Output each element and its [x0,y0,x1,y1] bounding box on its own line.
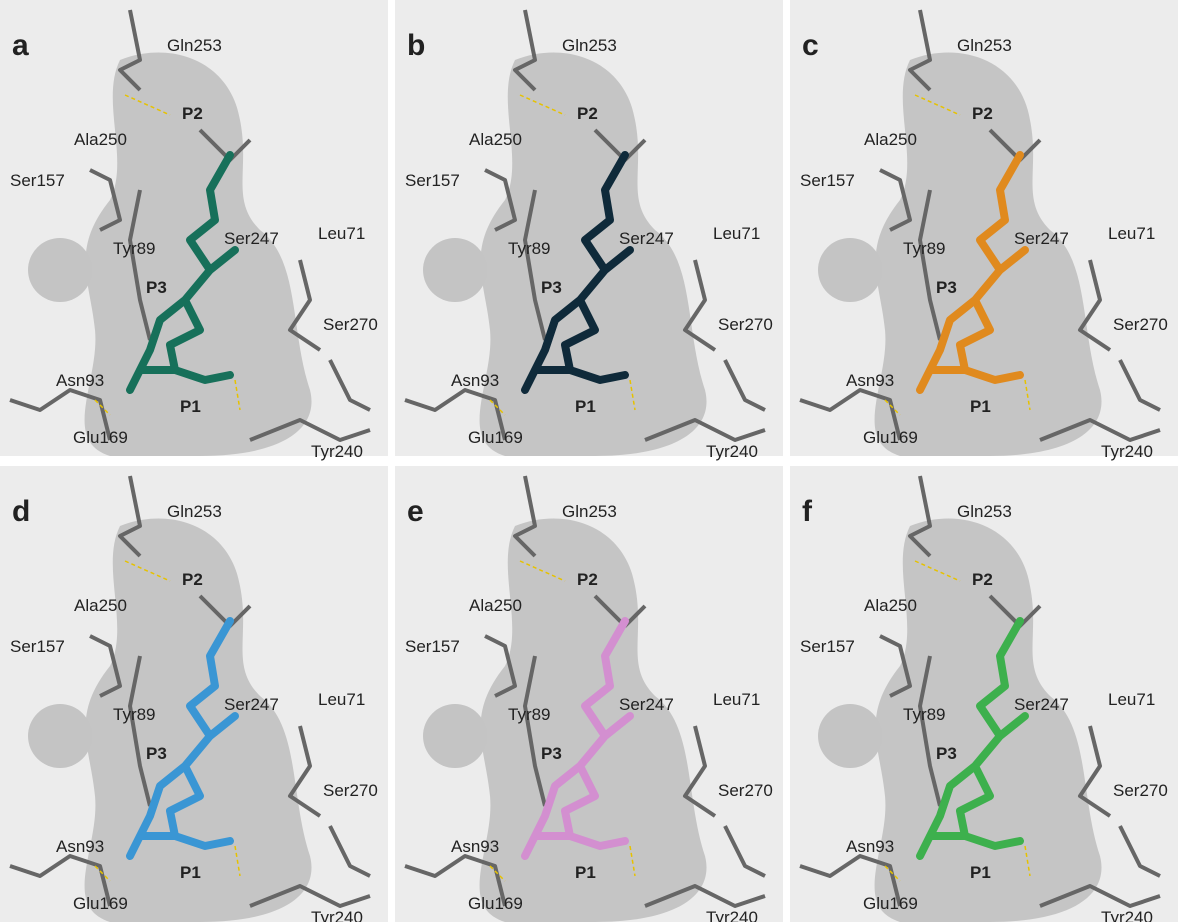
residue-label: Ala250 [864,130,917,149]
residue-label: Ser157 [405,637,460,656]
residue-label: Gln253 [957,502,1012,521]
cavity [818,238,882,302]
pocket-label: P2 [577,570,598,589]
residue-label: Tyr89 [508,705,551,724]
residue-label: Ser157 [800,171,855,190]
residue-label: Ser247 [224,695,279,714]
figure: a Gln253 P2 Ala250 Ser157 Tyr89 Ser247 Leu71 P3 S… [0,0,1181,922]
residue-label: Tyr240 [1101,442,1153,461]
cavity [818,704,882,768]
residue-label: Glu169 [73,894,128,913]
residue-label: Tyr240 [706,442,758,461]
residue-label: Gln253 [957,36,1012,55]
residue-label: Ser157 [10,171,65,190]
residue-label: Ser157 [800,637,855,656]
residue-label: Asn93 [451,371,499,390]
residue-label: Tyr240 [311,908,363,922]
residue-label: Gln253 [562,36,617,55]
residue-label: Glu169 [73,428,128,447]
residue-label: Leu71 [713,224,760,243]
panel-letter: f [802,495,813,528]
pocket-label: P3 [936,744,957,763]
residue-label: Ser270 [718,315,773,334]
residue-label: Ser157 [405,171,460,190]
residue-label: Ala250 [469,596,522,615]
residue-label: Ser247 [224,229,279,248]
residue-label: Glu169 [863,894,918,913]
residue-label: Tyr89 [113,239,156,258]
pocket-label: P1 [180,397,201,416]
cavity [423,238,487,302]
residue-label: Ser270 [1113,315,1168,334]
residue-label: Ser247 [1014,229,1069,248]
pocket-label: P3 [541,744,562,763]
residue-label: Ser270 [1113,781,1168,800]
residue-label: Ser270 [323,315,378,334]
panel: c Gln253 P2 Ala250 Ser157 Tyr89 Ser247 Leu71 P3 S… [790,0,1178,461]
pocket-label: P1 [180,863,201,882]
residue-label: Ala250 [74,130,127,149]
cavity [28,238,92,302]
residue-label: Ala250 [74,596,127,615]
residue-label: Tyr89 [903,239,946,258]
pocket-label: P1 [575,863,596,882]
panel-letter: d [12,495,30,528]
residue-label: Gln253 [562,502,617,521]
residue-label: Asn93 [56,371,104,390]
residue-label: Ser247 [619,229,674,248]
residue-label: Asn93 [451,837,499,856]
residue-label: Ala250 [469,130,522,149]
pocket-label: P1 [575,397,596,416]
residue-label: Glu169 [863,428,918,447]
residue-label: Tyr89 [113,705,156,724]
panel-letter: b [407,29,425,62]
residue-label: Leu71 [318,690,365,709]
panel: a Gln253 P2 Ala250 Ser157 Tyr89 Ser247 Leu71 P3 S… [0,0,388,461]
residue-label: Tyr89 [903,705,946,724]
pocket-label: P1 [970,863,991,882]
panel: e Gln253 P2 Ala250 Ser157 Tyr89 Ser247 Leu71 P3 S… [395,466,783,922]
panel-letter: e [407,495,424,528]
residue-label: Asn93 [56,837,104,856]
pocket-label: P2 [182,570,203,589]
pocket-label: P2 [577,104,598,123]
residue-label: Gln253 [167,36,222,55]
residue-label: Asn93 [846,837,894,856]
residue-label: Tyr240 [706,908,758,922]
residue-label: Glu169 [468,428,523,447]
pocket-label: P2 [972,104,993,123]
residue-label: Tyr240 [1101,908,1153,922]
panel: f Gln253 P2 Ala250 Ser157 Tyr89 Ser247 Leu71 P3 S… [790,466,1178,922]
panel: b Gln253 P2 Ala250 Ser157 Tyr89 Ser247 Leu71 P3 S… [395,0,783,461]
pocket-label: P3 [146,744,167,763]
residue-label: Ser247 [1014,695,1069,714]
residue-label: Asn93 [846,371,894,390]
residue-label: Ser270 [323,781,378,800]
residue-label: Ser157 [10,637,65,656]
residue-label: Tyr89 [508,239,551,258]
residue-label: Ala250 [864,596,917,615]
cavity [28,704,92,768]
cavity [423,704,487,768]
residue-label: Leu71 [1108,690,1155,709]
pocket-label: P1 [970,397,991,416]
residue-label: Leu71 [713,690,760,709]
pocket-label: P3 [541,278,562,297]
pocket-label: P3 [936,278,957,297]
panel-letter: c [802,29,819,62]
residue-label: Tyr240 [311,442,363,461]
residue-label: Ser270 [718,781,773,800]
pocket-label: P2 [182,104,203,123]
pocket-label: P3 [146,278,167,297]
residue-label: Leu71 [1108,224,1155,243]
residue-label: Glu169 [468,894,523,913]
residue-label: Ser247 [619,695,674,714]
panel-letter: a [12,29,29,62]
panel: d Gln253 P2 Ala250 Ser157 Tyr89 Ser247 Leu71 P3 S… [0,466,388,922]
pocket-label: P2 [972,570,993,589]
residue-label: Leu71 [318,224,365,243]
residue-label: Gln253 [167,502,222,521]
